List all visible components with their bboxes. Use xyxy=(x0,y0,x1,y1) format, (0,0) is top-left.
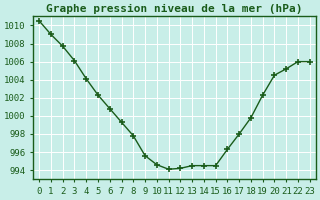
Title: Graphe pression niveau de la mer (hPa): Graphe pression niveau de la mer (hPa) xyxy=(46,4,303,14)
